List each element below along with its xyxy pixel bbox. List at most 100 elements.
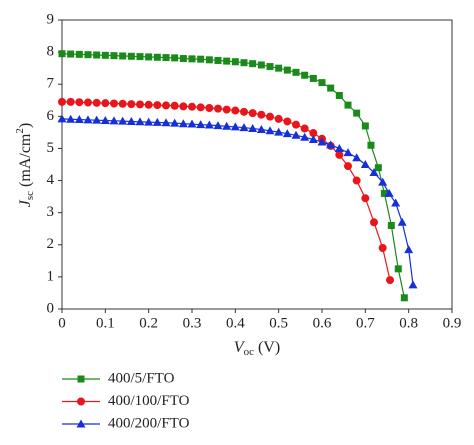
marker	[378, 177, 388, 186]
marker	[214, 104, 222, 113]
marker	[144, 117, 154, 126]
marker	[239, 123, 249, 132]
marker	[308, 134, 318, 143]
x-tick-label: 0.1	[96, 315, 115, 331]
marker	[391, 198, 401, 207]
legend-label: 400/5/FTO	[108, 370, 175, 386]
y-axis-label: Jsc (mA/cm2)	[14, 123, 36, 207]
x-tick-label: 0.4	[226, 315, 245, 331]
marker	[257, 61, 265, 69]
marker	[205, 56, 213, 64]
marker	[317, 137, 327, 146]
y-tick-label: 7	[47, 76, 55, 92]
marker	[196, 120, 206, 129]
x-label-rest: (V)	[254, 339, 280, 356]
series-line	[61, 53, 405, 298]
marker	[380, 189, 388, 197]
marker	[136, 53, 144, 61]
marker	[248, 109, 257, 118]
marker	[283, 66, 291, 74]
marker	[118, 116, 128, 125]
marker	[222, 121, 232, 130]
marker	[249, 60, 257, 68]
y-tick-label: 0	[47, 300, 55, 316]
marker	[374, 164, 382, 172]
marker	[205, 103, 214, 112]
marker	[57, 114, 67, 123]
marker	[274, 114, 283, 123]
y-label-main: J	[17, 199, 34, 207]
marker	[394, 265, 402, 273]
marker	[386, 276, 395, 285]
y-tick-label: 5	[47, 140, 55, 156]
marker	[283, 117, 292, 126]
marker	[58, 50, 66, 58]
marker	[266, 112, 274, 121]
series-line	[61, 118, 414, 285]
marker	[109, 116, 119, 125]
marker	[74, 115, 84, 124]
marker	[257, 110, 266, 119]
marker	[370, 218, 378, 227]
marker	[66, 114, 76, 123]
marker	[214, 56, 222, 64]
y-label-end: )	[17, 123, 34, 128]
marker	[162, 101, 170, 110]
y-label-sup: 2	[14, 128, 26, 134]
marker	[361, 122, 369, 130]
marker	[275, 64, 283, 72]
marker	[92, 98, 101, 107]
marker	[369, 168, 379, 177]
marker	[170, 118, 180, 127]
marker	[126, 116, 136, 125]
marker	[326, 140, 336, 149]
marker	[118, 99, 127, 108]
legend-label: 400/100/FTO	[108, 393, 190, 409]
marker	[77, 397, 85, 406]
marker	[223, 57, 231, 65]
marker	[110, 99, 118, 108]
marker	[75, 50, 83, 58]
marker	[188, 55, 196, 63]
marker	[352, 153, 362, 162]
marker	[66, 97, 75, 106]
marker	[110, 52, 118, 60]
marker	[152, 117, 162, 126]
marker	[292, 68, 300, 76]
marker	[309, 129, 318, 138]
marker	[187, 119, 197, 128]
y-label-sub: sc	[24, 191, 36, 200]
x-tick-label: 0	[58, 315, 66, 331]
marker	[204, 120, 214, 129]
marker	[84, 51, 92, 59]
marker	[353, 109, 361, 117]
marker	[231, 106, 240, 115]
marker	[344, 162, 352, 171]
plot-frame	[61, 19, 453, 310]
marker	[230, 122, 240, 131]
marker	[127, 100, 136, 109]
marker	[397, 217, 407, 226]
marker	[178, 119, 188, 128]
marker	[300, 124, 309, 133]
y-tick-label: 8	[47, 44, 55, 60]
x-tick-label: 0.8	[399, 315, 418, 331]
y-label-rest: (mA/cm	[17, 133, 34, 191]
x-tick-label: 0.3	[183, 315, 202, 331]
marker	[127, 52, 135, 60]
y-tick-label: 2	[47, 236, 55, 252]
marker	[161, 118, 171, 127]
marker	[387, 222, 395, 230]
y-tick-label: 1	[47, 268, 55, 284]
marker	[335, 91, 343, 99]
x-label-sub: oc	[244, 346, 255, 358]
marker	[77, 375, 85, 383]
x-tick-label: 0.6	[313, 315, 332, 331]
marker	[58, 97, 66, 106]
marker	[197, 55, 205, 63]
marker	[231, 58, 239, 66]
marker	[136, 100, 144, 109]
y-tick-label: 4	[47, 172, 55, 188]
marker	[292, 120, 300, 129]
